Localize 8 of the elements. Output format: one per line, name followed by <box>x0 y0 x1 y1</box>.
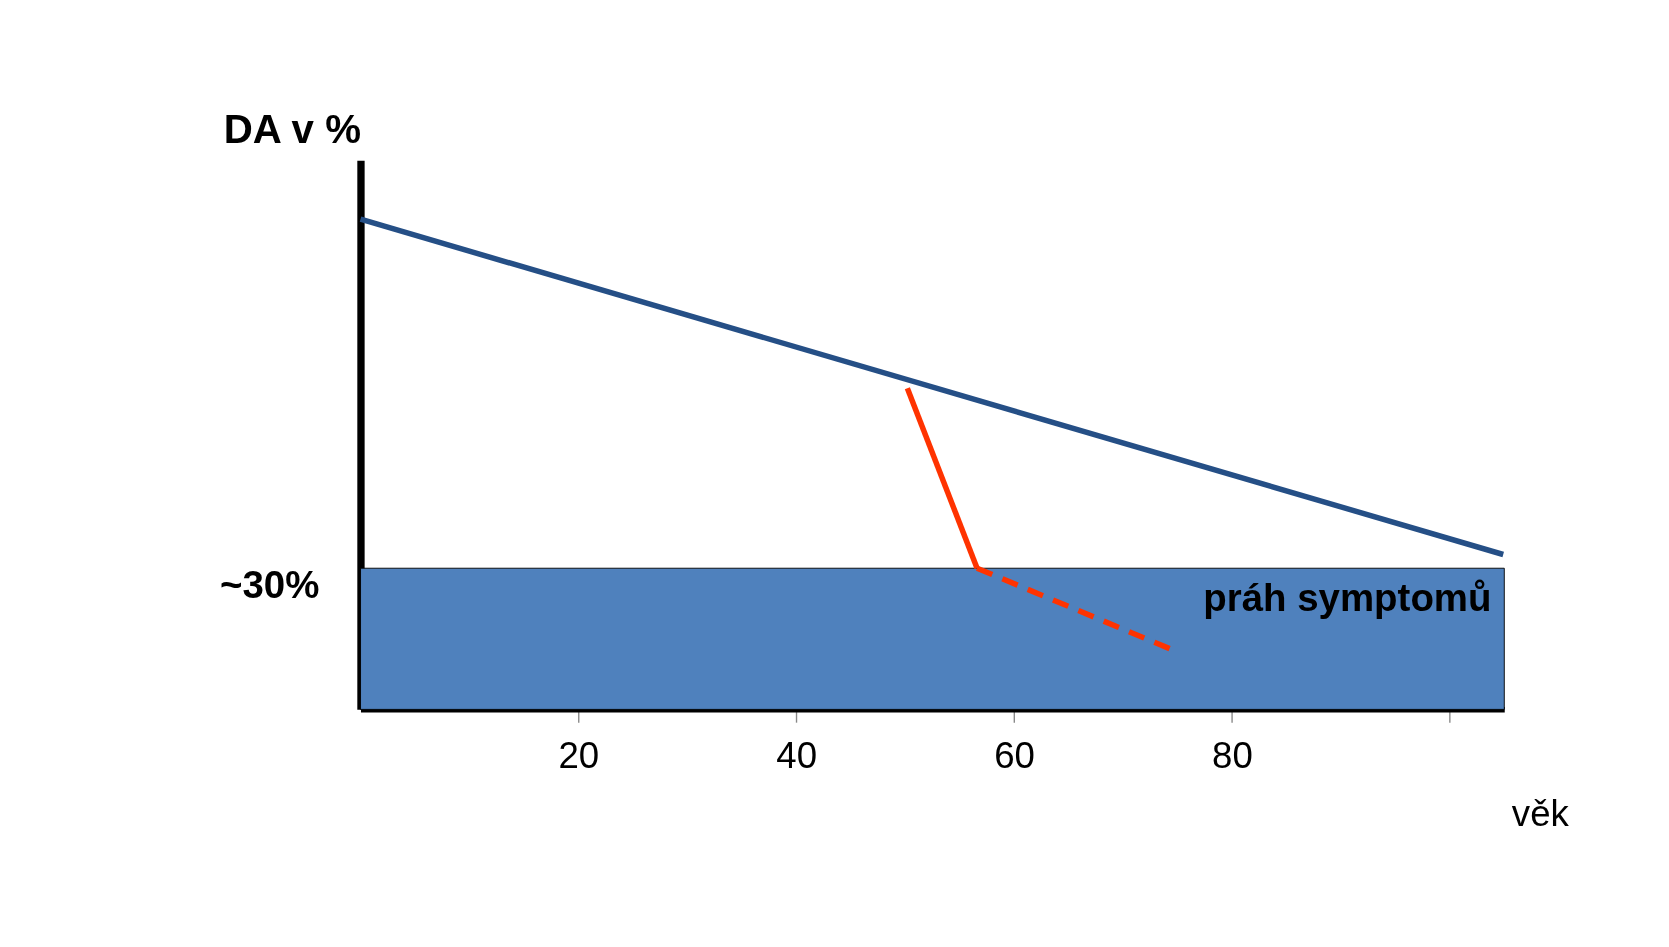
x-axis-title: věk <box>1511 793 1570 835</box>
x-tick-label: 20 <box>558 735 600 777</box>
x-tick-label: 40 <box>776 735 818 777</box>
band-label: práh symptomů <box>1203 576 1492 620</box>
x-tick-label: 60 <box>994 735 1035 777</box>
text: ~30% <box>220 563 320 607</box>
y-axis-title: DA v % <box>223 107 361 153</box>
x-tick-label: 80 <box>1212 735 1253 777</box>
